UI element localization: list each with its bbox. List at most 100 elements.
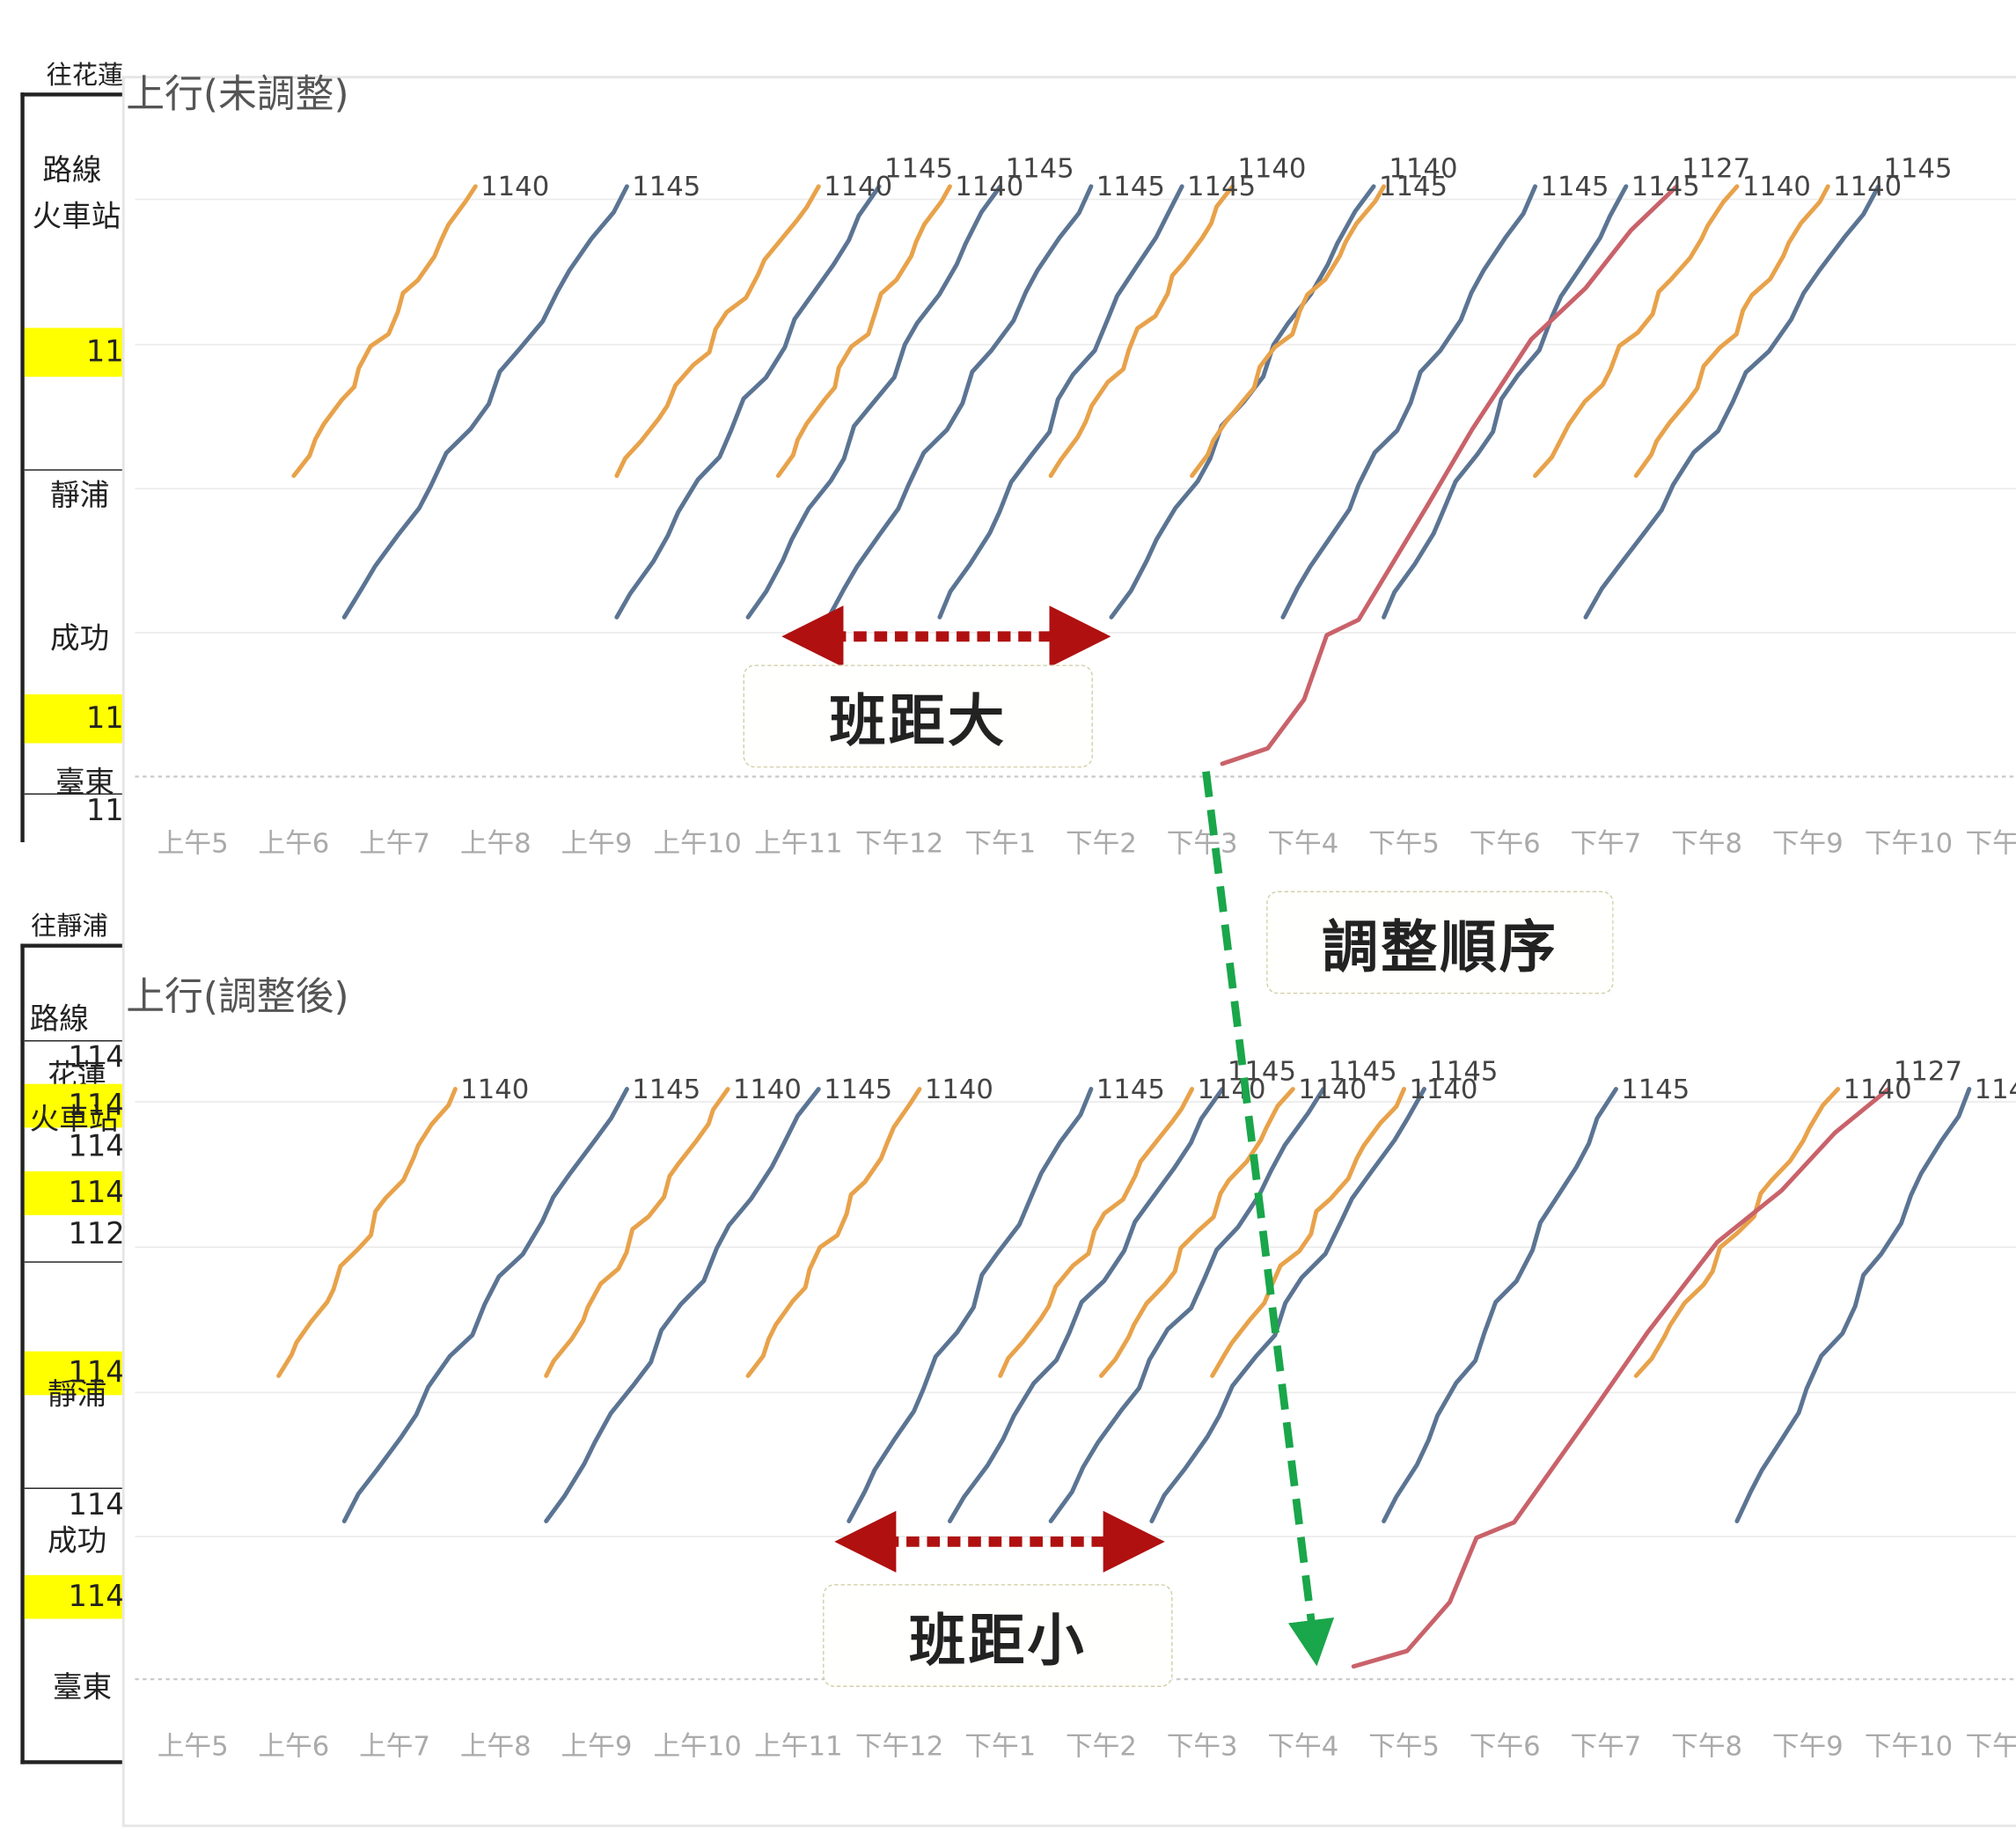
trip-route-label: 1145 xyxy=(632,1075,700,1105)
trip-line-1145 xyxy=(847,1087,1094,1523)
trip-line-1127 xyxy=(1351,1087,1891,1669)
top-row-route: 11 xyxy=(24,327,128,378)
time-tick-label: 上午8 xyxy=(460,829,531,860)
time-tick-label: 上午6 xyxy=(258,1731,329,1762)
bottom-row-route: 112 xyxy=(24,1218,128,1263)
time-tick-label: 下午4 xyxy=(1267,1731,1338,1762)
trip-line-1145 xyxy=(826,184,1094,620)
time-tick-label: 下午11 xyxy=(1966,829,2016,860)
trip-route-label: 1140 xyxy=(824,172,892,202)
time-tick-label: 下午9 xyxy=(1772,829,1844,860)
time-tick-label: 下午9 xyxy=(1772,1731,1844,1762)
top-row-route: 11 xyxy=(24,793,128,828)
trip-line-1145 xyxy=(544,1087,821,1523)
time-tick-label: 上午9 xyxy=(561,1731,633,1762)
trip-route-label: 1145 xyxy=(1883,154,1952,185)
trip-line-1127 xyxy=(1220,184,1679,766)
bottom-row-station: 火車站 xyxy=(29,1103,119,1137)
trip-line-1140 xyxy=(1633,184,1830,479)
trip-line-1145 xyxy=(1583,184,1881,620)
trip-route-label: 1145 xyxy=(1540,172,1609,202)
trip-line-1140 xyxy=(1190,184,1387,479)
trip-route-label: 1140 xyxy=(480,172,549,202)
time-tick-label: 下午6 xyxy=(1470,829,1541,860)
gap-large-callout: 班距大 xyxy=(743,664,1093,768)
time-tick-label: 上午5 xyxy=(158,1731,229,1762)
reorder-arrow xyxy=(1202,771,1335,1667)
top-row-station: 靜浦 xyxy=(24,469,128,514)
trip-line-1140 xyxy=(1633,1087,1841,1378)
trip-route-label: 1145 xyxy=(1096,1075,1165,1105)
trip-line-1140 xyxy=(614,184,821,479)
time-tick-label: 上午8 xyxy=(460,1731,531,1762)
trip-line-1140 xyxy=(1533,184,1740,479)
trip-line-1145 xyxy=(1734,1087,1972,1523)
trip-line-1140 xyxy=(291,184,478,479)
time-tick-label: 上午11 xyxy=(754,1731,842,1762)
time-tick-label: 下午7 xyxy=(1570,1731,1641,1762)
trip-line-1140 xyxy=(276,1087,458,1378)
top-row-station: 成功 xyxy=(49,622,110,656)
trip-line-1145 xyxy=(1048,1087,1326,1523)
time-tick-label: 下午2 xyxy=(1066,829,1137,860)
trip-route-label: 1127 xyxy=(1894,1056,1962,1087)
trip-route-label: 1145 xyxy=(884,154,953,185)
reorder-callout: 調整順序 xyxy=(1266,891,1614,994)
trip-route-label: 1145 xyxy=(1006,154,1074,185)
time-tick-label: 上午7 xyxy=(359,829,430,860)
trip-line-1140 xyxy=(544,1087,730,1378)
time-tick-label: 下午10 xyxy=(1865,1731,1953,1762)
trip-line-1145 xyxy=(947,1087,1225,1523)
trip-route-label: 1140 xyxy=(460,1075,529,1105)
trip-route-label: 1140 xyxy=(925,1075,993,1105)
trip-line-1145 xyxy=(937,184,1184,620)
time-tick-label: 下午1 xyxy=(964,1731,1036,1762)
trip-line-1145 xyxy=(1382,1087,1618,1523)
time-tick-label: 下午7 xyxy=(1570,829,1641,860)
time-tick-label: 上午6 xyxy=(258,829,329,860)
bottom-row-route: 114 xyxy=(24,1351,128,1396)
time-tick-label: 下午3 xyxy=(1167,829,1238,860)
bottom-row-route: 114 xyxy=(24,1040,128,1075)
bottom-table-header: 路線 xyxy=(29,1002,89,1037)
time-tick-label: 下午10 xyxy=(1865,829,1953,860)
bottom-direction-label: 往靜浦 xyxy=(31,910,108,942)
gap-small-callout: 班距小 xyxy=(823,1584,1173,1687)
time-tick-label: 上午10 xyxy=(653,1731,741,1762)
trip-route-label: 1145 xyxy=(1187,172,1256,202)
trip-route-label: 1140 xyxy=(733,1075,802,1105)
time-tick-label: 下午2 xyxy=(1066,1731,1137,1762)
bottom-row-route: 114 xyxy=(24,1487,128,1522)
trip-route-label: 1140 xyxy=(1298,1075,1367,1105)
trip-line-1140 xyxy=(745,1087,922,1378)
bottom-row-station: 靜浦 xyxy=(48,1378,107,1412)
trip-line-1140 xyxy=(1098,1087,1295,1378)
trip-route-label: 1140 xyxy=(1833,172,1902,202)
bottom-row-route: 114 xyxy=(24,1574,128,1619)
bottom-row-route: 114 xyxy=(68,1130,125,1164)
trip-line-1145 xyxy=(341,184,629,620)
bottom-row-route: 114 xyxy=(24,1083,128,1128)
trip-line-1140 xyxy=(775,184,952,479)
time-tick-label: 下午8 xyxy=(1671,829,1742,860)
time-tick-label: 下午8 xyxy=(1671,1731,1742,1762)
trip-route-label: 1145 xyxy=(1096,172,1165,202)
trip-route-label: 1140 xyxy=(1237,154,1306,185)
trip-route-label: 1127 xyxy=(1682,154,1750,185)
top-direction-label: 往花蓮 xyxy=(46,59,124,91)
time-tick-label: 下午12 xyxy=(855,1731,943,1762)
trip-route-label: 1140 xyxy=(955,172,1023,202)
trip-route-label: 1145 xyxy=(1329,1056,1397,1087)
trip-route-label: 1140 xyxy=(1409,1075,1477,1105)
top-table-header: 路線 xyxy=(42,154,102,188)
time-tick-label: 下午4 xyxy=(1267,829,1338,860)
time-tick-label: 上午7 xyxy=(359,1731,430,1762)
trip-route-label: 1145 xyxy=(632,172,700,202)
time-tick-label: 下午5 xyxy=(1368,1731,1440,1762)
trip-line-1145 xyxy=(1382,184,1629,620)
trip-line-1145 xyxy=(1149,1087,1426,1523)
time-tick-label: 下午5 xyxy=(1368,829,1440,860)
time-tick-label: 下午11 xyxy=(1966,1731,2016,1762)
